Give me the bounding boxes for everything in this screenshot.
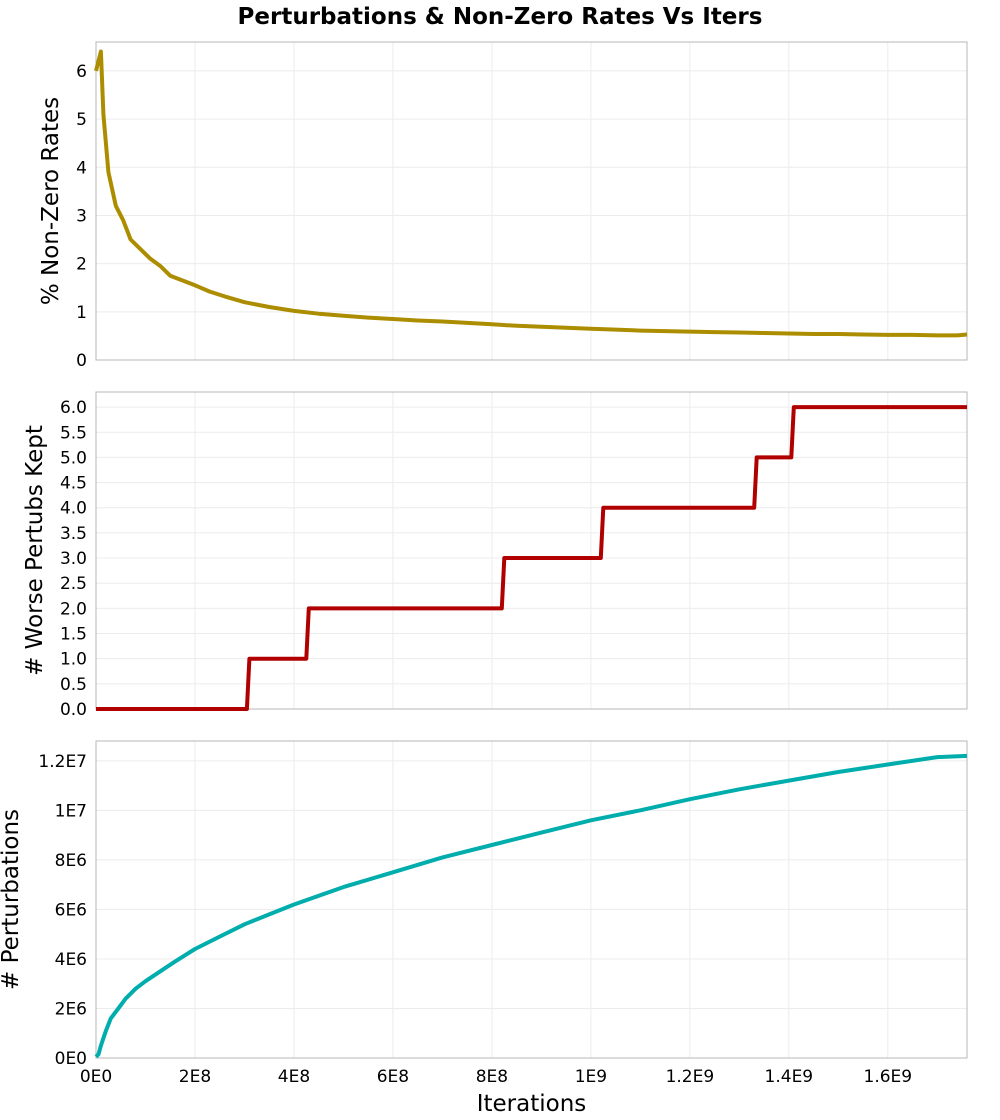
chart-panel-2: 0.0 0.5 1.0 1.5 2.0 2.5 3.0 3.5 4.0 4.5 5.0 5.5 6.0 #…	[22, 391, 968, 720]
chart-panel-1: 0 1 2 3 4 5 6 % Non-Zero Rates	[38, 41, 968, 371]
y-tick-label: 6.0	[60, 398, 87, 418]
chart-title: Perturbations & Non-Zero Rates Vs Iters	[238, 4, 763, 30]
y-tick-label: 4.5	[60, 474, 87, 494]
y-tick-label: 4	[76, 158, 87, 178]
y-tick-label: 2E6	[55, 999, 87, 1019]
y-tick-label: 1.2E7	[38, 752, 87, 772]
x-tick-label: 0E0	[80, 1067, 112, 1087]
x-axis-label: Iterations	[477, 1091, 587, 1117]
y-tick-label: 1.5	[60, 625, 87, 645]
plot-frame	[95, 391, 968, 710]
y-tick-label: 1	[76, 303, 87, 323]
y-tick-label: 6E6	[55, 900, 87, 920]
y-tick-label: 8E6	[55, 851, 87, 871]
x-tick-label: 1E9	[575, 1067, 607, 1087]
x-tick-label: 6E8	[377, 1067, 409, 1087]
y-tick-label: 0E0	[55, 1049, 87, 1069]
y-tick-label: 2.5	[60, 574, 87, 594]
y-tick-label: 4E6	[55, 950, 87, 970]
x-tick-label: 1.6E9	[864, 1067, 913, 1087]
y-tick-label: 6	[76, 62, 87, 82]
series-line-1	[94, 753, 968, 1059]
chart-panel-3: 0E0 2E6 4E6 6E6 8E6 1E7 1.2E7 # Perturbations 0E…	[0, 740, 968, 1117]
y-tick-label: 4.0	[60, 499, 87, 519]
y-tick-label: 0.5	[60, 675, 87, 695]
y-tick-label: 1E7	[55, 801, 87, 821]
y-tick-label: 0	[76, 351, 87, 371]
x-tick-label: 2E8	[179, 1067, 211, 1087]
x-tick-label: 1.2E9	[666, 1067, 715, 1087]
y-tick-label: 2.0	[60, 599, 87, 619]
y-tick-label: 3	[76, 206, 87, 226]
y-tick-label: 0.0	[60, 700, 87, 720]
plot-frame	[95, 740, 968, 1059]
y-tick-label: 1.0	[60, 650, 87, 670]
y-axis-label: # Perturbations	[0, 809, 24, 990]
x-tick-label: 4E8	[278, 1067, 310, 1087]
x-tick-label: 8E8	[476, 1067, 508, 1087]
y-tick-label: 5.0	[60, 448, 87, 468]
series-line-1	[96, 405, 967, 711]
y-axis-label: # Worse Pertubs Kept	[22, 425, 48, 676]
y-tick-label: 2	[76, 255, 87, 275]
plot-frame	[95, 41, 968, 361]
y-tick-label: 3.5	[60, 524, 87, 544]
y-tick-label: 5	[76, 110, 87, 130]
y-axis-label: % Non-Zero Rates	[38, 97, 64, 305]
x-tick-label: 1.4E9	[765, 1067, 814, 1087]
y-tick-label: 3.0	[60, 549, 87, 569]
series-line-1	[94, 49, 968, 338]
y-tick-label: 5.5	[60, 423, 87, 443]
